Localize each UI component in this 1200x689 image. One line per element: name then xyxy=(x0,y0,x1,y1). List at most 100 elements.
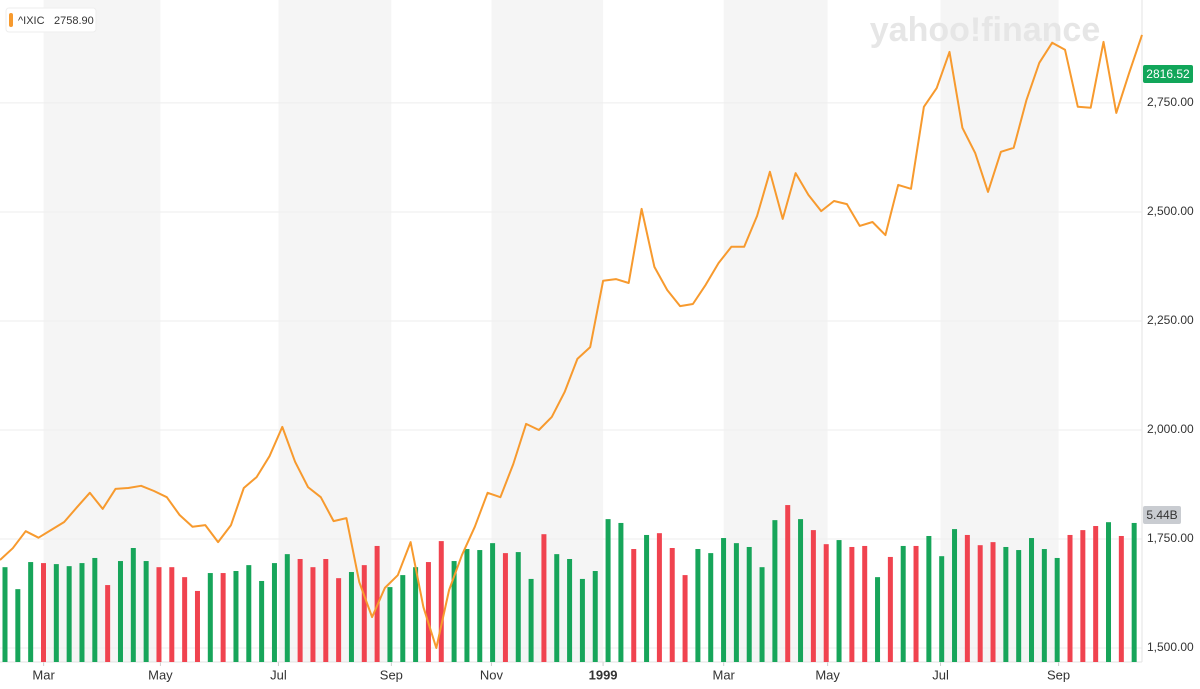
volume-bar xyxy=(849,546,855,662)
volume-bar xyxy=(772,520,778,662)
volume-bar xyxy=(348,572,354,662)
volume-bar xyxy=(528,578,534,662)
volume-bar xyxy=(207,573,213,662)
y-tick-label: 2,500.00 xyxy=(1147,204,1194,218)
shade-band xyxy=(43,0,161,662)
volume-bar xyxy=(810,530,816,662)
volume-bar xyxy=(926,535,932,662)
legend-swatch xyxy=(9,13,13,27)
legend-value: 2758.90 xyxy=(54,15,94,27)
x-tick-label: Sep xyxy=(1047,667,1070,682)
plot: Mar May Jul Sep Nov 1999 Mar May Jul Sep 1,500.00 1… xyxy=(0,34,1194,682)
volume-bar xyxy=(40,563,46,662)
volume-bar xyxy=(220,573,226,662)
volume-bar xyxy=(117,561,123,662)
volume-bar xyxy=(554,554,560,662)
volume-bar xyxy=(875,577,881,662)
volume-bar xyxy=(477,550,483,662)
volume-bar xyxy=(1093,526,1099,662)
volume-bar xyxy=(15,589,21,662)
watermark: yahoo!finance xyxy=(870,11,1100,49)
volume-bar xyxy=(297,558,303,662)
volume-bar xyxy=(1131,522,1137,662)
volume-bar xyxy=(618,522,624,662)
volume-bar xyxy=(721,538,727,662)
legend-name: ^IXIC xyxy=(18,15,45,27)
volume-bar xyxy=(105,585,111,662)
volume-bar xyxy=(194,590,200,662)
y-tick-label: 2,750.00 xyxy=(1147,95,1194,109)
y-tick-label: 2,250.00 xyxy=(1147,313,1194,327)
volume-bar xyxy=(2,567,8,662)
volume-bar xyxy=(862,545,868,662)
y-tick-label: 1,750.00 xyxy=(1147,531,1194,545)
volume-bar xyxy=(669,548,675,662)
volume-bar xyxy=(387,587,393,662)
volume-bar xyxy=(66,566,72,662)
x-tick-label: May xyxy=(148,667,173,682)
x-tick-label: 1999 xyxy=(589,667,618,682)
volume-bar xyxy=(798,519,804,662)
volume-bar xyxy=(695,549,701,662)
volume-tag xyxy=(1143,506,1181,524)
y-tick-label: 1,500.00 xyxy=(1147,640,1194,654)
volume-bar xyxy=(733,543,739,662)
volume-bar xyxy=(515,552,521,662)
volume-bar xyxy=(271,563,277,662)
volume-bar xyxy=(169,567,175,662)
volume-bar xyxy=(1029,538,1035,662)
volume-bar xyxy=(1080,530,1086,662)
volume-bar xyxy=(1118,535,1124,662)
volume-bar xyxy=(143,561,149,662)
volume-tag-label: 5.44B xyxy=(1146,508,1177,522)
volume-bar xyxy=(631,549,637,662)
shade-band xyxy=(491,0,604,662)
volume-bar xyxy=(964,534,970,662)
volume-bar xyxy=(900,545,906,662)
volume-bar xyxy=(1003,546,1009,662)
volume-bar xyxy=(541,534,547,662)
volume-bar xyxy=(336,578,342,662)
volume-bar xyxy=(939,556,945,662)
volume-bar xyxy=(438,541,444,662)
volume-bar xyxy=(310,567,316,662)
volume-bar xyxy=(1016,550,1022,662)
x-tick-label: May xyxy=(815,667,840,682)
volume-bar xyxy=(592,571,598,662)
x-tick-label: Jul xyxy=(932,667,949,682)
volume-bar xyxy=(977,545,983,662)
volume-bar xyxy=(785,505,791,662)
volume-bar xyxy=(759,567,765,662)
x-tick-label: Jul xyxy=(270,667,287,682)
volume-bar xyxy=(1054,557,1060,662)
volume-bar xyxy=(746,546,752,662)
volume-bar xyxy=(579,578,585,662)
volume-bar xyxy=(413,567,419,662)
volume-bar xyxy=(490,543,496,662)
legend-box xyxy=(5,7,97,33)
x-tick-label: Sep xyxy=(380,667,403,682)
volume-bar xyxy=(79,563,85,662)
volume-bar xyxy=(836,540,842,662)
volume-bar xyxy=(259,580,265,662)
volume-bar xyxy=(130,548,136,662)
x-tick-label: Mar xyxy=(712,667,735,682)
price-line xyxy=(0,34,1143,649)
volume-bar xyxy=(233,571,239,662)
volume-bar xyxy=(913,545,919,662)
price-label: 2816.52 xyxy=(1146,67,1190,81)
volume-bar xyxy=(823,544,829,662)
x-tick-label: Mar xyxy=(32,667,55,682)
volume-bar xyxy=(182,577,188,662)
volume-bar xyxy=(464,549,470,662)
volume-bar xyxy=(246,565,252,662)
volume-bars xyxy=(2,505,1137,662)
volume-bar xyxy=(425,562,431,662)
volume-bar xyxy=(605,519,611,662)
volume-bar xyxy=(502,553,508,662)
volume-bar xyxy=(952,529,958,662)
volume-bar xyxy=(1067,534,1073,662)
volume-bar xyxy=(28,562,34,662)
volume-bar xyxy=(361,565,367,662)
